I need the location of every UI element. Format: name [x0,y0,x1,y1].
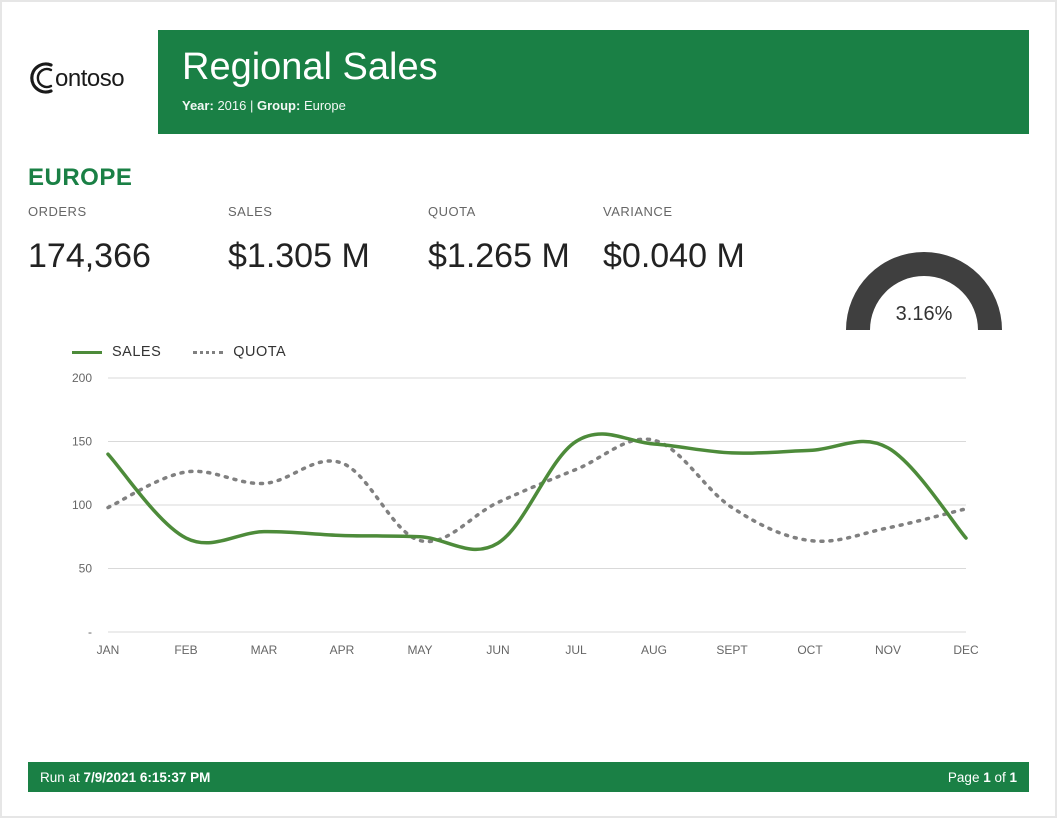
svg-text:MAR: MAR [251,643,278,657]
kpi-orders-label: ORDERS [28,204,228,219]
kpi-orders: ORDERS 174,366 [28,204,228,276]
svg-text:SEPT: SEPT [716,643,748,657]
footer-run-timestamp: 7/9/2021 6:15:37 PM [84,770,211,785]
footer-page-total: 1 [1009,770,1017,785]
kpi-quota-label: QUOTA [428,204,603,219]
svg-text:-: - [88,625,92,639]
svg-text:OCT: OCT [797,643,823,657]
kpi-variance-label: VARIANCE [603,204,793,219]
legend-quota-label: QUOTA [233,344,286,360]
kpi-sales-value: $1.305 M [228,237,428,276]
kpi-quota-value: $1.265 M [428,237,603,276]
kpi-quota: QUOTA $1.265 M [428,204,603,276]
region-heading: EUROPE [28,164,1029,192]
svg-text:150: 150 [72,435,92,449]
legend-sales-label: SALES [112,344,161,360]
subtitle-sep: | [250,98,257,113]
kpi-orders-value: 174,366 [28,237,228,276]
chart-legend: SALES QUOTA [72,344,1029,360]
chart-svg: - 50 100 150 200 JAN FEB MAR APR MAY JUN JUL AUG SEPT… [38,368,978,668]
report-page: ontoso Regional Sales Year: 2016 | Group… [2,2,1055,816]
svg-text:MAY: MAY [407,643,432,657]
svg-text:100: 100 [72,498,92,512]
svg-text:APR: APR [330,643,355,657]
svg-text:JUL: JUL [565,643,587,657]
kpi-row: ORDERS 174,366 SALES $1.305 M QUOTA $1.2… [28,204,1029,332]
svg-text:DEC: DEC [953,643,978,657]
footer-page-of: of [991,770,1010,785]
title-banner: Regional Sales Year: 2016 | Group: Europ… [158,30,1029,134]
sales-quota-chart: - 50 100 150 200 JAN FEB MAR APR MAY JUN JUL AUG SEPT… [38,368,1029,673]
variance-gauge: 3.16% [829,232,1019,332]
kpi-variance: VARIANCE $0.040 M [603,204,793,276]
brand-logo: ontoso [28,56,158,108]
svg-text:ontoso: ontoso [55,65,124,92]
footer-run-prefix: Run at [40,770,84,785]
legend-quota-swatch [193,351,223,354]
subtitle-group-value: Europe [304,98,346,113]
legend-sales: SALES [72,344,161,360]
svg-text:50: 50 [79,562,93,576]
kpi-sales: SALES $1.305 M [228,204,428,276]
svg-text:JUN: JUN [486,643,509,657]
header: ontoso Regional Sales Year: 2016 | Group… [28,30,1029,134]
svg-text:JAN: JAN [97,643,120,657]
subtitle-year-value: 2016 [217,98,246,113]
kpi-sales-label: SALES [228,204,428,219]
footer-page-prefix: Page [948,770,983,785]
svg-text:NOV: NOV [875,643,901,657]
contoso-logo-icon: ontoso [28,56,158,100]
svg-text:AUG: AUG [641,643,667,657]
footer-page-indicator: Page 1 of 1 [948,770,1017,785]
legend-sales-swatch [72,351,102,354]
subtitle-group-key: Group: [257,98,300,113]
gauge-percent-label: 3.16% [829,303,1019,326]
report-title: Regional Sales [182,47,1005,89]
footer-run-at: Run at 7/9/2021 6:15:37 PM [40,770,210,785]
report-subtitle: Year: 2016 | Group: Europe [182,98,1005,113]
legend-quota: QUOTA [193,344,286,360]
kpi-variance-value: $0.040 M [603,237,793,276]
subtitle-year-key: Year: [182,98,214,113]
footer-bar: Run at 7/9/2021 6:15:37 PM Page 1 of 1 [28,762,1029,792]
svg-text:200: 200 [72,371,92,385]
logo-container: ontoso [28,30,158,134]
footer-page-current: 1 [983,770,991,785]
svg-text:FEB: FEB [174,643,197,657]
